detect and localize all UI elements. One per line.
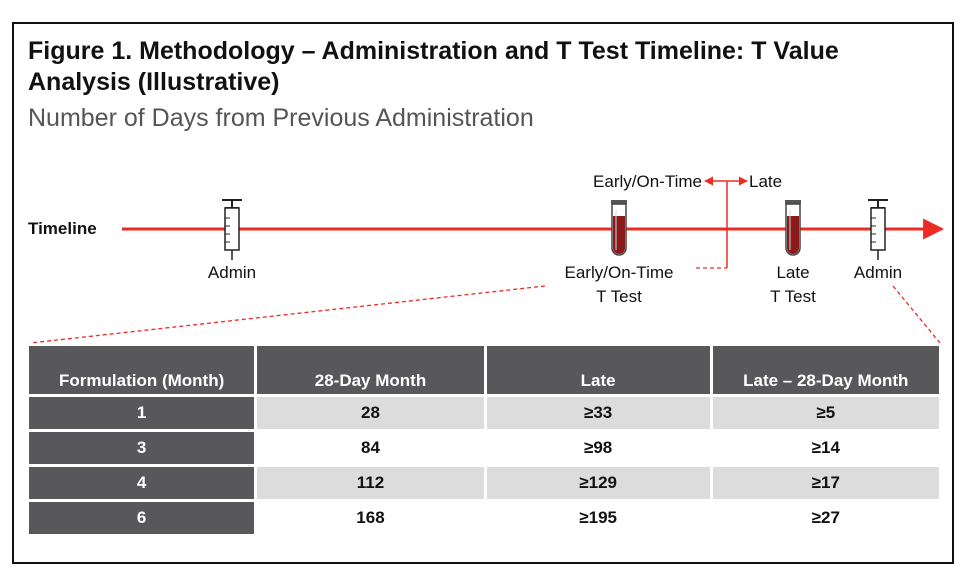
late-test-label-line1: Late <box>776 263 810 282</box>
cell-formulation: 1 <box>29 397 255 429</box>
cell-diff: ≥14 <box>712 432 939 464</box>
figure-title: Figure 1. Methodology – Administration a… <box>28 37 839 96</box>
early-test-label-line2: T Test <box>596 287 642 306</box>
late-top-label: Late <box>749 172 783 191</box>
admin-label-1: Admin <box>207 263 257 282</box>
table-header-row: Formulation (Month) 28-Day Month Late La… <box>29 346 939 394</box>
table-row: 3 84 ≥98 ≥14 <box>29 432 939 464</box>
cell-formulation: 3 <box>29 432 255 464</box>
zoom-line-right <box>892 285 941 344</box>
header-formulation: Formulation (Month) <box>29 346 255 394</box>
early-test-label-line1: Early/On-Time <box>564 263 674 282</box>
cell-formulation: 4 <box>29 467 255 499</box>
admin-label-2: Admin <box>853 263 903 282</box>
late-test-label-line2: T Test <box>770 287 816 306</box>
cell-late: ≥129 <box>486 467 710 499</box>
figure-subtitle: Number of Days from Previous Administrat… <box>28 104 534 132</box>
table-row: 6 168 ≥195 ≥27 <box>29 502 939 534</box>
syringe-icon <box>222 199 242 260</box>
cell-28-day: 84 <box>257 432 484 464</box>
cell-28-day: 28 <box>257 397 484 429</box>
data-table: Formulation (Month) 28-Day Month Late La… <box>26 343 942 537</box>
test-tube-icon <box>785 200 801 256</box>
cell-diff: ≥27 <box>712 502 939 534</box>
syringe-icon <box>868 199 888 260</box>
header-late-minus-28: Late – 28-Day Month <box>712 346 939 394</box>
header-28-day-month: 28-Day Month <box>257 346 484 394</box>
early-on-time-top-label: Early/On-Time <box>593 172 702 191</box>
cell-late: ≥195 <box>486 502 710 534</box>
cell-late: ≥98 <box>486 432 710 464</box>
timeline-label: Timeline <box>28 219 97 238</box>
zoom-line-left <box>29 285 546 344</box>
table-row: 4 112 ≥129 ≥17 <box>29 467 939 499</box>
cell-formulation: 6 <box>29 502 255 534</box>
test-tube-icon <box>611 200 627 256</box>
header-late: Late <box>486 346 710 394</box>
cell-diff: ≥17 <box>712 467 939 499</box>
cell-28-day: 168 <box>257 502 484 534</box>
cell-diff: ≥5 <box>712 397 939 429</box>
cell-28-day: 112 <box>257 467 484 499</box>
table-row: 1 28 ≥33 ≥5 <box>29 397 939 429</box>
cell-late: ≥33 <box>486 397 710 429</box>
